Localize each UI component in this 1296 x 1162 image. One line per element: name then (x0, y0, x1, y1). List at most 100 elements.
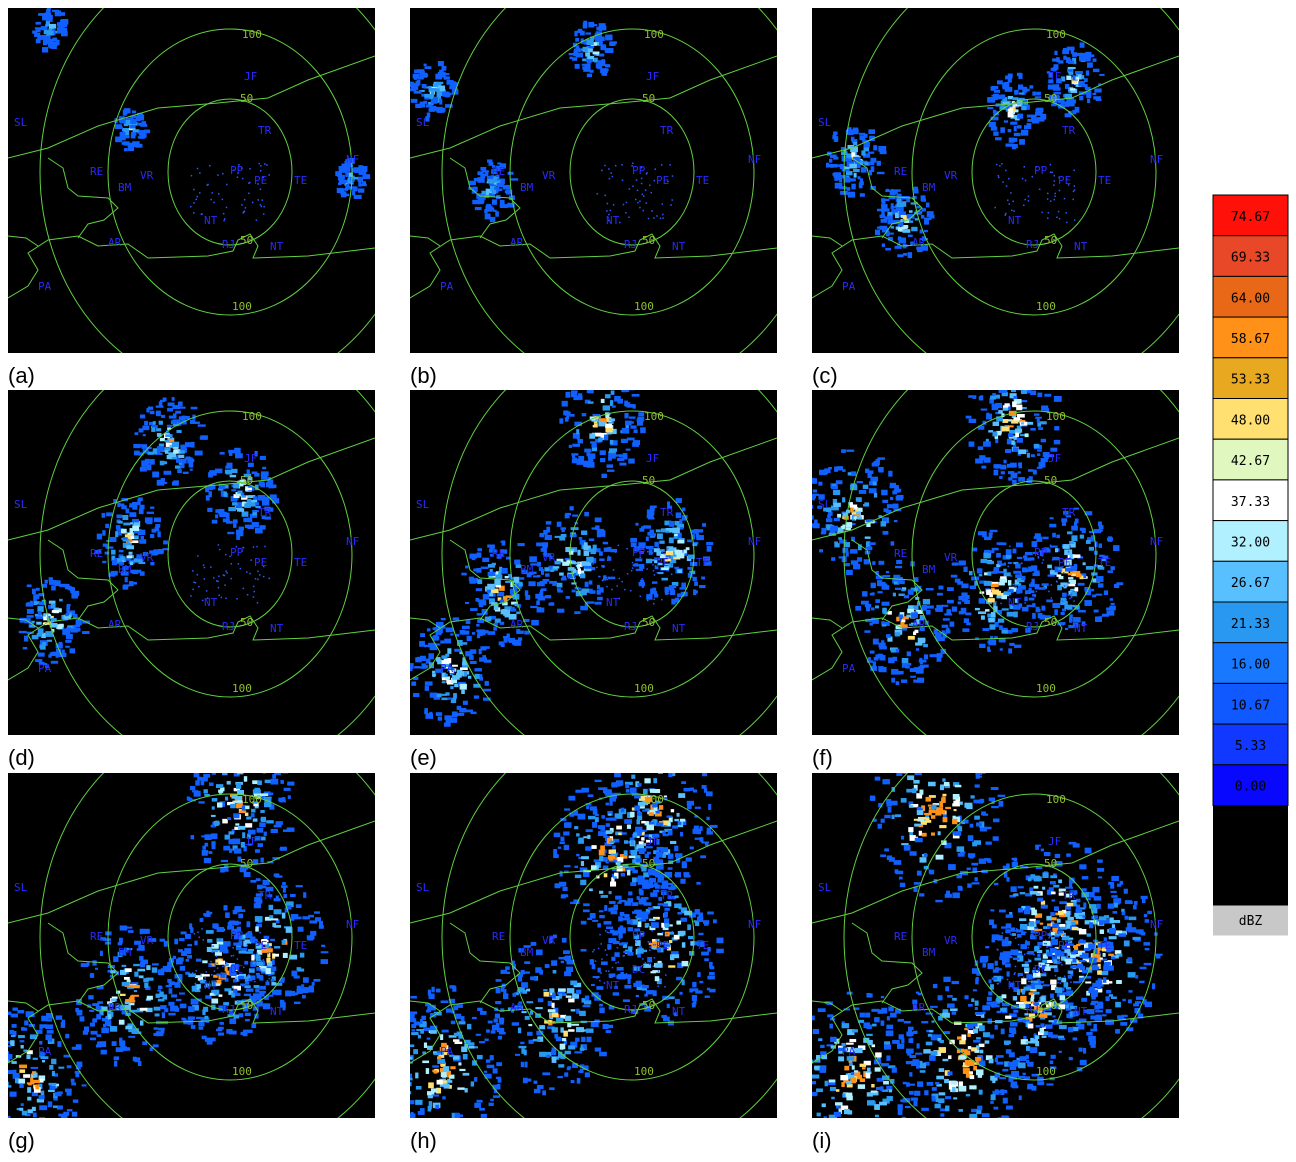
echo (236, 531, 243, 535)
echo (674, 549, 683, 555)
echo (237, 773, 244, 775)
clutter (260, 165, 262, 167)
echo (537, 561, 541, 567)
echo (121, 571, 129, 576)
echo (612, 867, 616, 872)
echo (45, 14, 53, 20)
echo (542, 1090, 546, 1096)
clutter (266, 164, 268, 166)
echo (1009, 393, 1017, 399)
echo (597, 415, 601, 419)
echo (1056, 534, 1060, 539)
echo (141, 462, 149, 467)
echo (683, 787, 690, 792)
echo (53, 580, 57, 586)
echo (582, 58, 590, 62)
panel-label: (b) (410, 363, 437, 388)
station-label: RJ (1026, 620, 1039, 633)
echo (617, 457, 625, 461)
echo (556, 558, 564, 563)
echo (582, 1005, 591, 1008)
echo (64, 583, 70, 590)
station-label: PP (632, 164, 646, 177)
echo (8, 1070, 13, 1075)
echo (197, 975, 204, 981)
echo (159, 437, 165, 442)
echo (517, 637, 523, 641)
echo (1016, 556, 1023, 560)
echo (556, 1017, 564, 1023)
echo (666, 815, 673, 818)
echo (554, 535, 562, 538)
echo (623, 950, 630, 954)
ring-label: 50 (1044, 92, 1057, 105)
range-ring (39, 773, 375, 1118)
echo (1021, 105, 1027, 111)
echo (282, 886, 286, 893)
echo (263, 765, 267, 769)
clutter (229, 555, 231, 558)
echo (113, 1056, 120, 1061)
echo (895, 648, 900, 653)
echo (895, 670, 904, 675)
echo (813, 478, 818, 484)
echo (465, 709, 474, 713)
echo (139, 466, 147, 472)
echo (673, 534, 680, 539)
echo (429, 645, 438, 651)
clutter (233, 169, 235, 172)
clutter (194, 984, 197, 986)
echo (637, 921, 642, 928)
echo (865, 468, 870, 474)
clutter (242, 985, 244, 987)
echo (648, 549, 653, 555)
echo (969, 585, 977, 590)
echo (636, 984, 645, 991)
echo (245, 988, 254, 992)
echo (1013, 611, 1018, 618)
echo (886, 214, 893, 220)
echo (518, 1001, 523, 1005)
echo (232, 838, 241, 845)
echo (623, 840, 628, 844)
echo (221, 754, 226, 757)
echo (887, 211, 893, 216)
echo (210, 471, 217, 476)
echo (223, 869, 229, 872)
echo (716, 937, 724, 944)
echo (599, 1007, 605, 1014)
echo (86, 962, 90, 966)
echo (441, 693, 447, 696)
echo (545, 1051, 552, 1057)
echo (1048, 386, 1055, 388)
echo (604, 64, 611, 68)
echo (577, 393, 583, 398)
echo (496, 591, 505, 597)
clutter (195, 198, 198, 201)
echo (238, 940, 243, 946)
echo (875, 599, 880, 603)
echo (1064, 83, 1070, 89)
echo (516, 630, 524, 634)
echo (580, 948, 587, 952)
clutter (196, 195, 198, 198)
echo (41, 1015, 48, 1022)
echo (211, 943, 219, 949)
echo (162, 548, 170, 551)
echo (207, 938, 213, 943)
echo (1044, 393, 1052, 397)
echo (594, 813, 599, 817)
echo (251, 1023, 257, 1029)
clutter (1002, 571, 1004, 573)
echo (958, 560, 966, 566)
echo (314, 911, 320, 914)
echo (238, 748, 244, 750)
clutter (243, 966, 245, 969)
echo (867, 546, 872, 551)
echo (982, 628, 990, 632)
echo (635, 522, 639, 526)
echo (637, 814, 643, 821)
echo (495, 584, 501, 588)
echo (122, 515, 129, 518)
